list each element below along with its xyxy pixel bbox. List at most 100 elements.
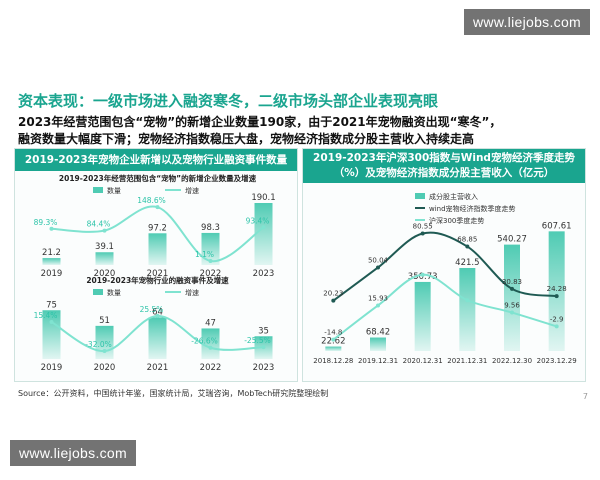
- chart1-bar: [148, 233, 167, 265]
- chart1-line-label: 148.6%: [137, 196, 166, 205]
- chart1-x-tick: 2023: [253, 269, 275, 279]
- chart2-x-tick: 2021: [147, 363, 169, 373]
- chart1-bar: [201, 232, 220, 265]
- chart1-bar: [42, 258, 61, 265]
- chart1-bar-label: 97.2: [148, 223, 167, 233]
- chart3-line-wind-point: [420, 231, 425, 236]
- chart1-bar: [254, 203, 273, 265]
- slide-subtitle-line2: 融资数量大幅度下滑；宠物经济指数稳压大盘，宠物经济指数成分股主营收入持续走高: [18, 132, 475, 146]
- chart1-bar: [95, 252, 114, 265]
- page-number: 7: [582, 392, 588, 401]
- right-panel-title: 2019-2023年沪深300指数与Wind宠物经济季度走势（%）及宠物经济指数…: [303, 149, 585, 183]
- chart3-bar-label: 607.61: [542, 221, 572, 231]
- chart3-line-hs300-point: [510, 310, 514, 315]
- watermark-bottom: www.liejobs.com: [10, 440, 136, 466]
- chart1-x-tick: 2021: [147, 269, 169, 279]
- chart2-bar-label: 75: [46, 300, 57, 310]
- chart1-line-point: [49, 226, 54, 231]
- chart2-x-tick: 2019: [41, 363, 63, 373]
- chart1-line-label: 1.1%: [195, 250, 214, 259]
- chart1-x-tick: 2019: [41, 269, 63, 279]
- watermark-top: www.liejobs.com: [464, 9, 590, 35]
- chart2-title: 2019-2023年宠物行业的融资事件及增速: [86, 275, 229, 285]
- chart2-line-label: -32.0%: [85, 340, 112, 349]
- right-chart-svg: 成分股主营收入wind宠物经济指数季度走势沪深300季度走势22.622018.…: [313, 192, 577, 365]
- chart1-bar-label: 39.1: [95, 242, 114, 252]
- chart1-line-point: [208, 258, 213, 263]
- chart1-line-label: 93.4%: [246, 216, 270, 225]
- chart2-line-label: -26.6%: [191, 337, 218, 346]
- chart2-legend-line-label: 增速: [185, 288, 199, 297]
- chart3-x-tick: 2022.12.30: [492, 357, 532, 365]
- chart3-bar: [459, 267, 476, 351]
- chart2-x-tick: 2023: [253, 363, 275, 373]
- chart2-line-label: 15.4%: [34, 311, 58, 320]
- chart3-line-wind-label: 20.23: [323, 290, 343, 298]
- chart3-bar-label: 540.27: [497, 235, 527, 245]
- chart3-x-tick: 2023.12.29: [537, 357, 577, 365]
- chart3-x-tick: 2019.12.31: [358, 357, 398, 365]
- chart3-line-hs300-point: [420, 272, 425, 277]
- chart3-line-wind-point: [465, 244, 470, 249]
- chart3-line-wind-label: 80.55: [413, 223, 433, 231]
- chart3-line-hs300: [332, 273, 557, 341]
- chart2-line-label: -25.5%: [244, 336, 271, 345]
- chart2-bar: [148, 317, 167, 359]
- chart3-line-hs300-point: [554, 324, 559, 329]
- left-panel-title: 2019-2023年宠物企业新增以及宠物行业融资事件数量: [15, 149, 297, 171]
- chart2-line-point: [261, 345, 266, 350]
- chart2-line-point: [49, 320, 54, 325]
- chart1-x-tick: 2022: [200, 269, 222, 279]
- chart2-bar: [42, 310, 61, 359]
- chart3-line-wind-label: 30.83: [502, 278, 522, 286]
- chart3-bar-label: 68.42: [366, 328, 390, 338]
- chart2-x-tick: 2022: [200, 363, 222, 373]
- chart3-x-tick: 2021.12.31: [447, 357, 487, 365]
- chart3-line-hs300-label: -14.8: [324, 329, 342, 337]
- chart1-bar-label: 190.1: [251, 193, 275, 203]
- chart3-line-wind-point: [510, 286, 514, 291]
- chart2-x-tick: 2020: [94, 363, 116, 373]
- chart3-line-hs300-point: [331, 337, 336, 342]
- chart3-legend-line1-label: wind宠物经济指数季度走势: [429, 204, 516, 213]
- chart2-line-point: [155, 313, 160, 318]
- chart3-line-wind-label: 68.85: [457, 236, 477, 244]
- chart3-line-hs300-label: 15.93: [368, 294, 388, 302]
- chart3-line-wind-point: [554, 294, 559, 299]
- chart1-line-label: 89.3%: [34, 218, 58, 227]
- chart1-x-tick: 2020: [94, 269, 116, 279]
- chart2-line-label: 25.5%: [140, 305, 164, 314]
- chart3-line-hs300-point: [465, 298, 470, 303]
- chart2-bar: [201, 328, 220, 359]
- left-chart-panel: 2019-2023年宠物企业新增以及宠物行业融资事件数量 2019-2023年经…: [14, 148, 298, 382]
- slide-subtitle-line1: 2023年经营范围包含“宠物”的新增企业数量190家，由于2021年宠物融资出现…: [18, 115, 502, 129]
- chart3-line-hs300-label: 9.56: [504, 302, 520, 310]
- chart3-x-tick: 2020.12.31: [403, 357, 443, 365]
- chart3-bar: [414, 281, 431, 351]
- chart2-legend-bar-swatch: [93, 289, 103, 295]
- chart3-line-wind-label: 24.28: [547, 285, 567, 293]
- chart1-line-point: [155, 205, 160, 210]
- chart3-line-wind-label: 50.04: [368, 256, 389, 264]
- chart2-bar-label: 47: [205, 318, 216, 328]
- chart3-legend-bar-label: 成分股主营收入: [429, 192, 478, 201]
- chart3-bar-label: 350.73: [408, 272, 438, 282]
- chart2-bar-label: 35: [258, 326, 269, 336]
- chart3-line-hs300-point: [376, 303, 380, 308]
- chart1-line-label: 84.4%: [87, 220, 111, 229]
- chart3-x-tick: 2018.12.28: [313, 357, 353, 365]
- right-chart-panel: 2019-2023年沪深300指数与Wind宠物经济季度走势（%）及宠物经济指数…: [302, 148, 586, 382]
- chart2-legend-bar-label: 数量: [107, 288, 121, 297]
- chart1-legend-line-label: 增速: [185, 186, 199, 195]
- chart2-bar-label: 51: [99, 316, 110, 326]
- chart3-line-wind-point: [331, 298, 336, 303]
- chart3-bar: [548, 231, 565, 351]
- chart3-legend-bar-swatch: [415, 193, 425, 199]
- source-note: Source：公开资料，中国统计年鉴，国家统计局，艾瑞咨询，MobTech研究院…: [18, 389, 329, 398]
- chart1-bar-label: 98.3: [201, 223, 220, 233]
- chart3-line-hs300-label: -2.9: [550, 315, 564, 323]
- chart2-line-point: [102, 349, 107, 354]
- chart3-line-wind-point: [376, 265, 380, 270]
- chart1-legend-bar-label: 数量: [107, 186, 121, 195]
- chart3-line-wind: [332, 231, 557, 302]
